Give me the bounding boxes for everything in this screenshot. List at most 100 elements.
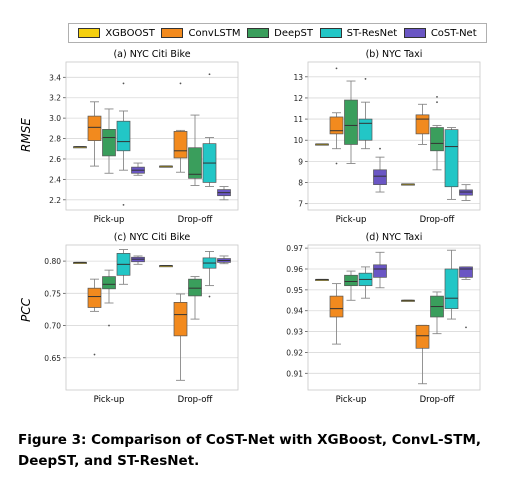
box-convlstm-drop-off <box>173 82 188 173</box>
y-tick-label: 0.96 <box>286 265 303 274</box>
y-tick-label: 2.4 <box>49 175 61 184</box>
subplot-4: 0.91 0.92 0.93 0.94 0.95 0.96 0.97 (d) NYC Taxi… <box>286 232 481 405</box>
row-label-pcc: PCC <box>19 297 33 322</box>
outlier-point <box>122 82 125 85</box>
box-cost-net-pick-up <box>373 147 387 193</box>
figure-canvas: RMSE PCC 2.2 2.4 2.6 2.8 3.0 3.2 3.4 (a) NYC Ci… <box>19 49 481 405</box>
box-deepst-pick-up <box>102 108 116 174</box>
legend-item-cost-net: CoST-Net <box>403 27 477 39</box>
box-xgboost-drop-off <box>401 183 415 186</box>
y-tick-label: 13 <box>293 73 303 82</box>
y-tick-label: 0.93 <box>286 328 303 337</box>
x-tick-label: Drop-off <box>420 215 456 225</box>
subplot-3: 0.65 0.70 0.75 0.80 (c) NYC Citi Bike Pick-up… <box>44 232 239 405</box>
y-tick-label: 2.2 <box>49 196 61 205</box>
y-tick-label: 0.65 <box>44 354 61 363</box>
legend-label-xgboost: XGBOOST <box>105 27 155 39</box>
y-tick-label: 0.95 <box>286 286 303 295</box>
plot-frame <box>307 61 481 211</box>
outlier-point <box>436 101 438 104</box>
box-body <box>415 324 430 349</box>
box-body <box>87 115 102 141</box>
legend-label-st-resnet: ST-ResNet <box>346 27 398 39</box>
box-deepst-pick-up <box>344 270 358 301</box>
legend-item-st-resnet: ST-ResNet <box>319 27 398 39</box>
outlier-point <box>108 324 110 327</box>
y-tick-label: 7 <box>298 200 303 209</box>
y-tick-label: 3.2 <box>49 94 61 103</box>
box-xgboost-pick-up <box>73 261 87 264</box>
box-body <box>188 147 202 179</box>
subplot-title: (d) NYC Taxi <box>366 232 423 243</box>
box-convlstm-pick-up <box>329 283 344 345</box>
box-body <box>415 114 430 135</box>
x-tick-label: Drop-off <box>178 395 214 405</box>
legend-item-convlstm: ConvLSTM <box>161 28 240 39</box>
box-st-resnet-drop-off <box>444 249 459 320</box>
box-deepst-drop-off <box>188 276 202 320</box>
subplot-title: (c) NYC Citi Bike <box>114 232 191 243</box>
box-deepst-pick-up <box>102 269 116 327</box>
box-body <box>444 129 459 188</box>
chart-legend: XGBOOST ConvLSTM DeepST ST-ResNet CoST-N… <box>68 23 487 43</box>
legend-swatch-xgboost <box>78 28 101 38</box>
legend-swatch-cost-net <box>403 28 426 38</box>
box-body <box>329 116 344 135</box>
box-body <box>173 302 188 337</box>
y-tick-label: 0.94 <box>286 307 303 316</box>
y-tick-label: 2.6 <box>49 155 61 164</box>
y-tick-label: 0.75 <box>44 289 61 298</box>
legend-swatch-st-resnet <box>319 28 342 38</box>
legend-label-cost-net: CoST-Net <box>430 27 477 39</box>
x-tick-label: Pick-up <box>336 395 367 405</box>
y-tick-label: 10 <box>293 136 303 145</box>
y-tick-label: 3.0 <box>49 114 61 123</box>
box-st-resnet-drop-off <box>202 250 217 298</box>
outlier-point <box>208 73 211 76</box>
outlier-point <box>93 353 96 356</box>
box-cost-net-drop-off <box>217 255 231 265</box>
y-tick-label: 12 <box>293 94 303 103</box>
plot-frame <box>65 244 239 391</box>
plot-frame <box>307 244 481 391</box>
box-st-resnet-drop-off <box>202 73 217 187</box>
y-tick-label: 0.97 <box>286 244 303 253</box>
outlier-point <box>335 162 338 165</box>
box-st-resnet-pick-up <box>358 266 373 299</box>
x-tick-label: Pick-up <box>336 215 367 225</box>
outlier-point <box>208 295 211 298</box>
box-body <box>344 274 358 287</box>
box-xgboost-drop-off <box>401 299 415 302</box>
box-convlstm-pick-up <box>87 101 102 167</box>
box-body <box>459 266 473 278</box>
box-body <box>344 99 358 145</box>
box-xgboost-pick-up <box>73 146 87 149</box>
y-tick-label: 0.91 <box>286 369 303 378</box>
legend-swatch-deepst <box>247 28 270 38</box>
box-deepst-drop-off <box>430 95 444 171</box>
box-cost-net-pick-up <box>131 255 145 265</box>
box-body <box>430 127 444 152</box>
box-st-resnet-pick-up <box>116 82 131 206</box>
box-body <box>373 169 387 185</box>
box-deepst-pick-up <box>344 80 358 164</box>
legend-item-xgboost: XGBOOST <box>78 27 155 39</box>
outlier-point <box>179 82 182 85</box>
y-tick-label: 11 <box>293 115 303 124</box>
outlier-point <box>122 203 125 206</box>
box-body <box>459 189 473 196</box>
box-body <box>444 268 459 309</box>
box-xgboost-drop-off <box>159 165 173 168</box>
box-deepst-drop-off <box>430 291 444 335</box>
box-body <box>329 295 344 318</box>
y-tick-label: 3.4 <box>49 73 61 82</box>
outlier-point <box>335 67 338 70</box>
box-body <box>358 118 373 141</box>
box-body <box>87 287 102 308</box>
box-cost-net-drop-off <box>217 186 231 201</box>
y-tick-label: 0.80 <box>44 257 61 266</box>
box-st-resnet-pick-up <box>358 78 373 150</box>
plot-frame <box>65 61 239 211</box>
legend-swatch-convlstm <box>161 28 184 38</box>
box-st-resnet-pick-up <box>116 249 131 285</box>
